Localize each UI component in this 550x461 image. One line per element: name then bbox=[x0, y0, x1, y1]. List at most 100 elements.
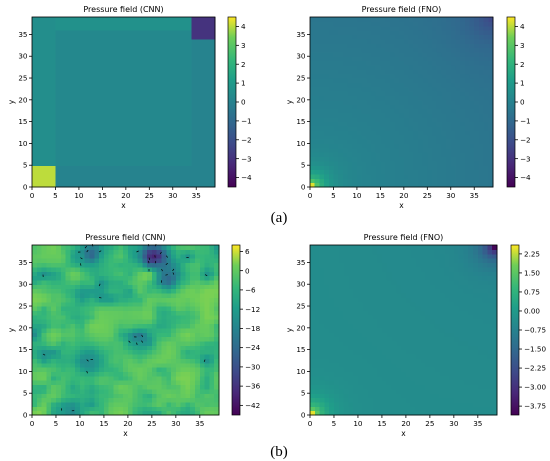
heatmap-cell bbox=[75, 349, 81, 355]
heatmap-cell bbox=[385, 152, 391, 158]
heatmap-cell bbox=[144, 182, 150, 188]
heatmap-cell bbox=[166, 314, 172, 320]
heatmap-cell bbox=[180, 288, 187, 294]
heatmap-cell bbox=[32, 371, 38, 377]
heatmap-cell bbox=[74, 104, 80, 110]
heatmap-cell bbox=[93, 147, 99, 153]
heatmap-cell bbox=[78, 38, 85, 44]
heatmap-cell bbox=[333, 78, 339, 83]
heatmap-cell bbox=[204, 358, 211, 364]
quiver-arrow bbox=[141, 340, 144, 343]
heatmap-cell bbox=[156, 301, 163, 307]
heatmap-cell bbox=[51, 249, 57, 255]
heatmap-cell bbox=[137, 353, 143, 359]
heatmap-cell bbox=[46, 314, 52, 320]
heatmap-cell bbox=[55, 95, 61, 101]
heatmap-cell bbox=[394, 82, 400, 88]
heatmap-cell bbox=[385, 139, 391, 145]
heatmap-cell bbox=[464, 25, 471, 31]
heatmap-cell bbox=[403, 99, 410, 105]
heatmap-cell bbox=[102, 173, 108, 179]
heatmap-cell bbox=[89, 367, 95, 373]
heatmap-cell bbox=[156, 288, 163, 294]
heatmap-cell bbox=[361, 165, 367, 171]
heatmap-cell bbox=[135, 64, 141, 70]
heatmap-cell bbox=[474, 99, 480, 105]
heatmap-cell bbox=[36, 134, 42, 140]
heatmap-cell bbox=[83, 156, 89, 162]
heatmap-cell bbox=[413, 47, 419, 53]
heatmap-cell bbox=[328, 78, 335, 83]
heatmap-cell bbox=[166, 306, 172, 311]
heatmap-cell bbox=[324, 86, 330, 92]
heatmap-cell bbox=[123, 349, 129, 355]
heatmap-cell bbox=[338, 51, 344, 57]
heatmap-cell bbox=[135, 25, 141, 31]
heatmap-cell bbox=[413, 121, 419, 127]
heatmap-cell bbox=[347, 178, 353, 184]
heatmap-cell bbox=[389, 34, 396, 40]
heatmap-cell bbox=[113, 380, 119, 386]
heatmap-cell bbox=[205, 125, 211, 131]
heatmap-cell bbox=[180, 340, 187, 346]
heatmap-cell bbox=[314, 152, 320, 158]
heatmap-cell bbox=[175, 340, 182, 346]
heatmap-cell bbox=[408, 134, 414, 140]
heatmap-cell bbox=[156, 323, 163, 329]
heatmap-cell bbox=[89, 323, 95, 329]
heatmap-cell bbox=[130, 169, 136, 175]
heatmap-cell bbox=[427, 38, 433, 44]
heatmap-cell bbox=[41, 401, 47, 407]
heatmap-cell bbox=[342, 156, 349, 162]
heatmap-cell bbox=[130, 30, 136, 36]
heatmap-cell bbox=[50, 21, 57, 27]
heatmap-cell bbox=[413, 169, 419, 175]
heatmap-cell bbox=[460, 112, 466, 118]
heatmap-cell bbox=[185, 288, 191, 294]
heatmap-cell bbox=[324, 353, 330, 359]
heatmap-cell bbox=[147, 310, 153, 316]
heatmap-cell bbox=[166, 253, 172, 259]
heatmap-cell bbox=[103, 384, 110, 390]
heatmap-cell bbox=[450, 160, 457, 166]
heatmap-cell bbox=[74, 156, 80, 162]
heatmap-cell bbox=[455, 34, 461, 40]
heatmap-cell bbox=[108, 275, 115, 281]
heatmap-cell bbox=[478, 108, 485, 114]
heatmap-cell bbox=[97, 178, 103, 184]
heatmap-cell bbox=[389, 21, 396, 27]
heatmap-cell bbox=[185, 353, 191, 359]
heatmap-cell bbox=[324, 358, 330, 364]
heatmap-cell bbox=[118, 288, 124, 294]
heatmap-cell bbox=[333, 165, 339, 171]
heatmap-cell bbox=[460, 173, 466, 179]
heatmap-cell bbox=[60, 332, 67, 338]
heatmap-cell bbox=[123, 358, 129, 364]
heatmap-cell bbox=[88, 91, 94, 97]
heatmap-cell bbox=[93, 182, 99, 188]
heatmap-cell bbox=[83, 17, 89, 22]
heatmap-cell bbox=[116, 82, 122, 88]
heatmap-cell bbox=[60, 314, 67, 320]
heatmap-cell bbox=[166, 336, 172, 342]
heatmap-cell bbox=[488, 178, 494, 184]
heatmap-cell bbox=[380, 156, 386, 162]
heatmap-cell bbox=[166, 384, 172, 390]
heatmap-cell bbox=[380, 134, 386, 140]
heatmap-cell bbox=[310, 73, 316, 79]
heatmap-cell bbox=[460, 117, 466, 123]
x-axis-label: x bbox=[123, 429, 128, 438]
heatmap-cell bbox=[427, 169, 433, 175]
heatmap-cell bbox=[32, 319, 38, 325]
heatmap-cell bbox=[329, 384, 335, 390]
heatmap-cell bbox=[204, 319, 211, 325]
heatmap-cell bbox=[478, 112, 485, 118]
heatmap-cell bbox=[50, 104, 57, 110]
heatmap-cell bbox=[121, 143, 127, 149]
heatmap-cell bbox=[84, 245, 91, 250]
heatmap-cell bbox=[69, 165, 75, 171]
heatmap-cell bbox=[356, 143, 363, 149]
heatmap-cell bbox=[196, 30, 202, 36]
heatmap-cell bbox=[205, 69, 211, 75]
heatmap-cell bbox=[46, 362, 52, 368]
